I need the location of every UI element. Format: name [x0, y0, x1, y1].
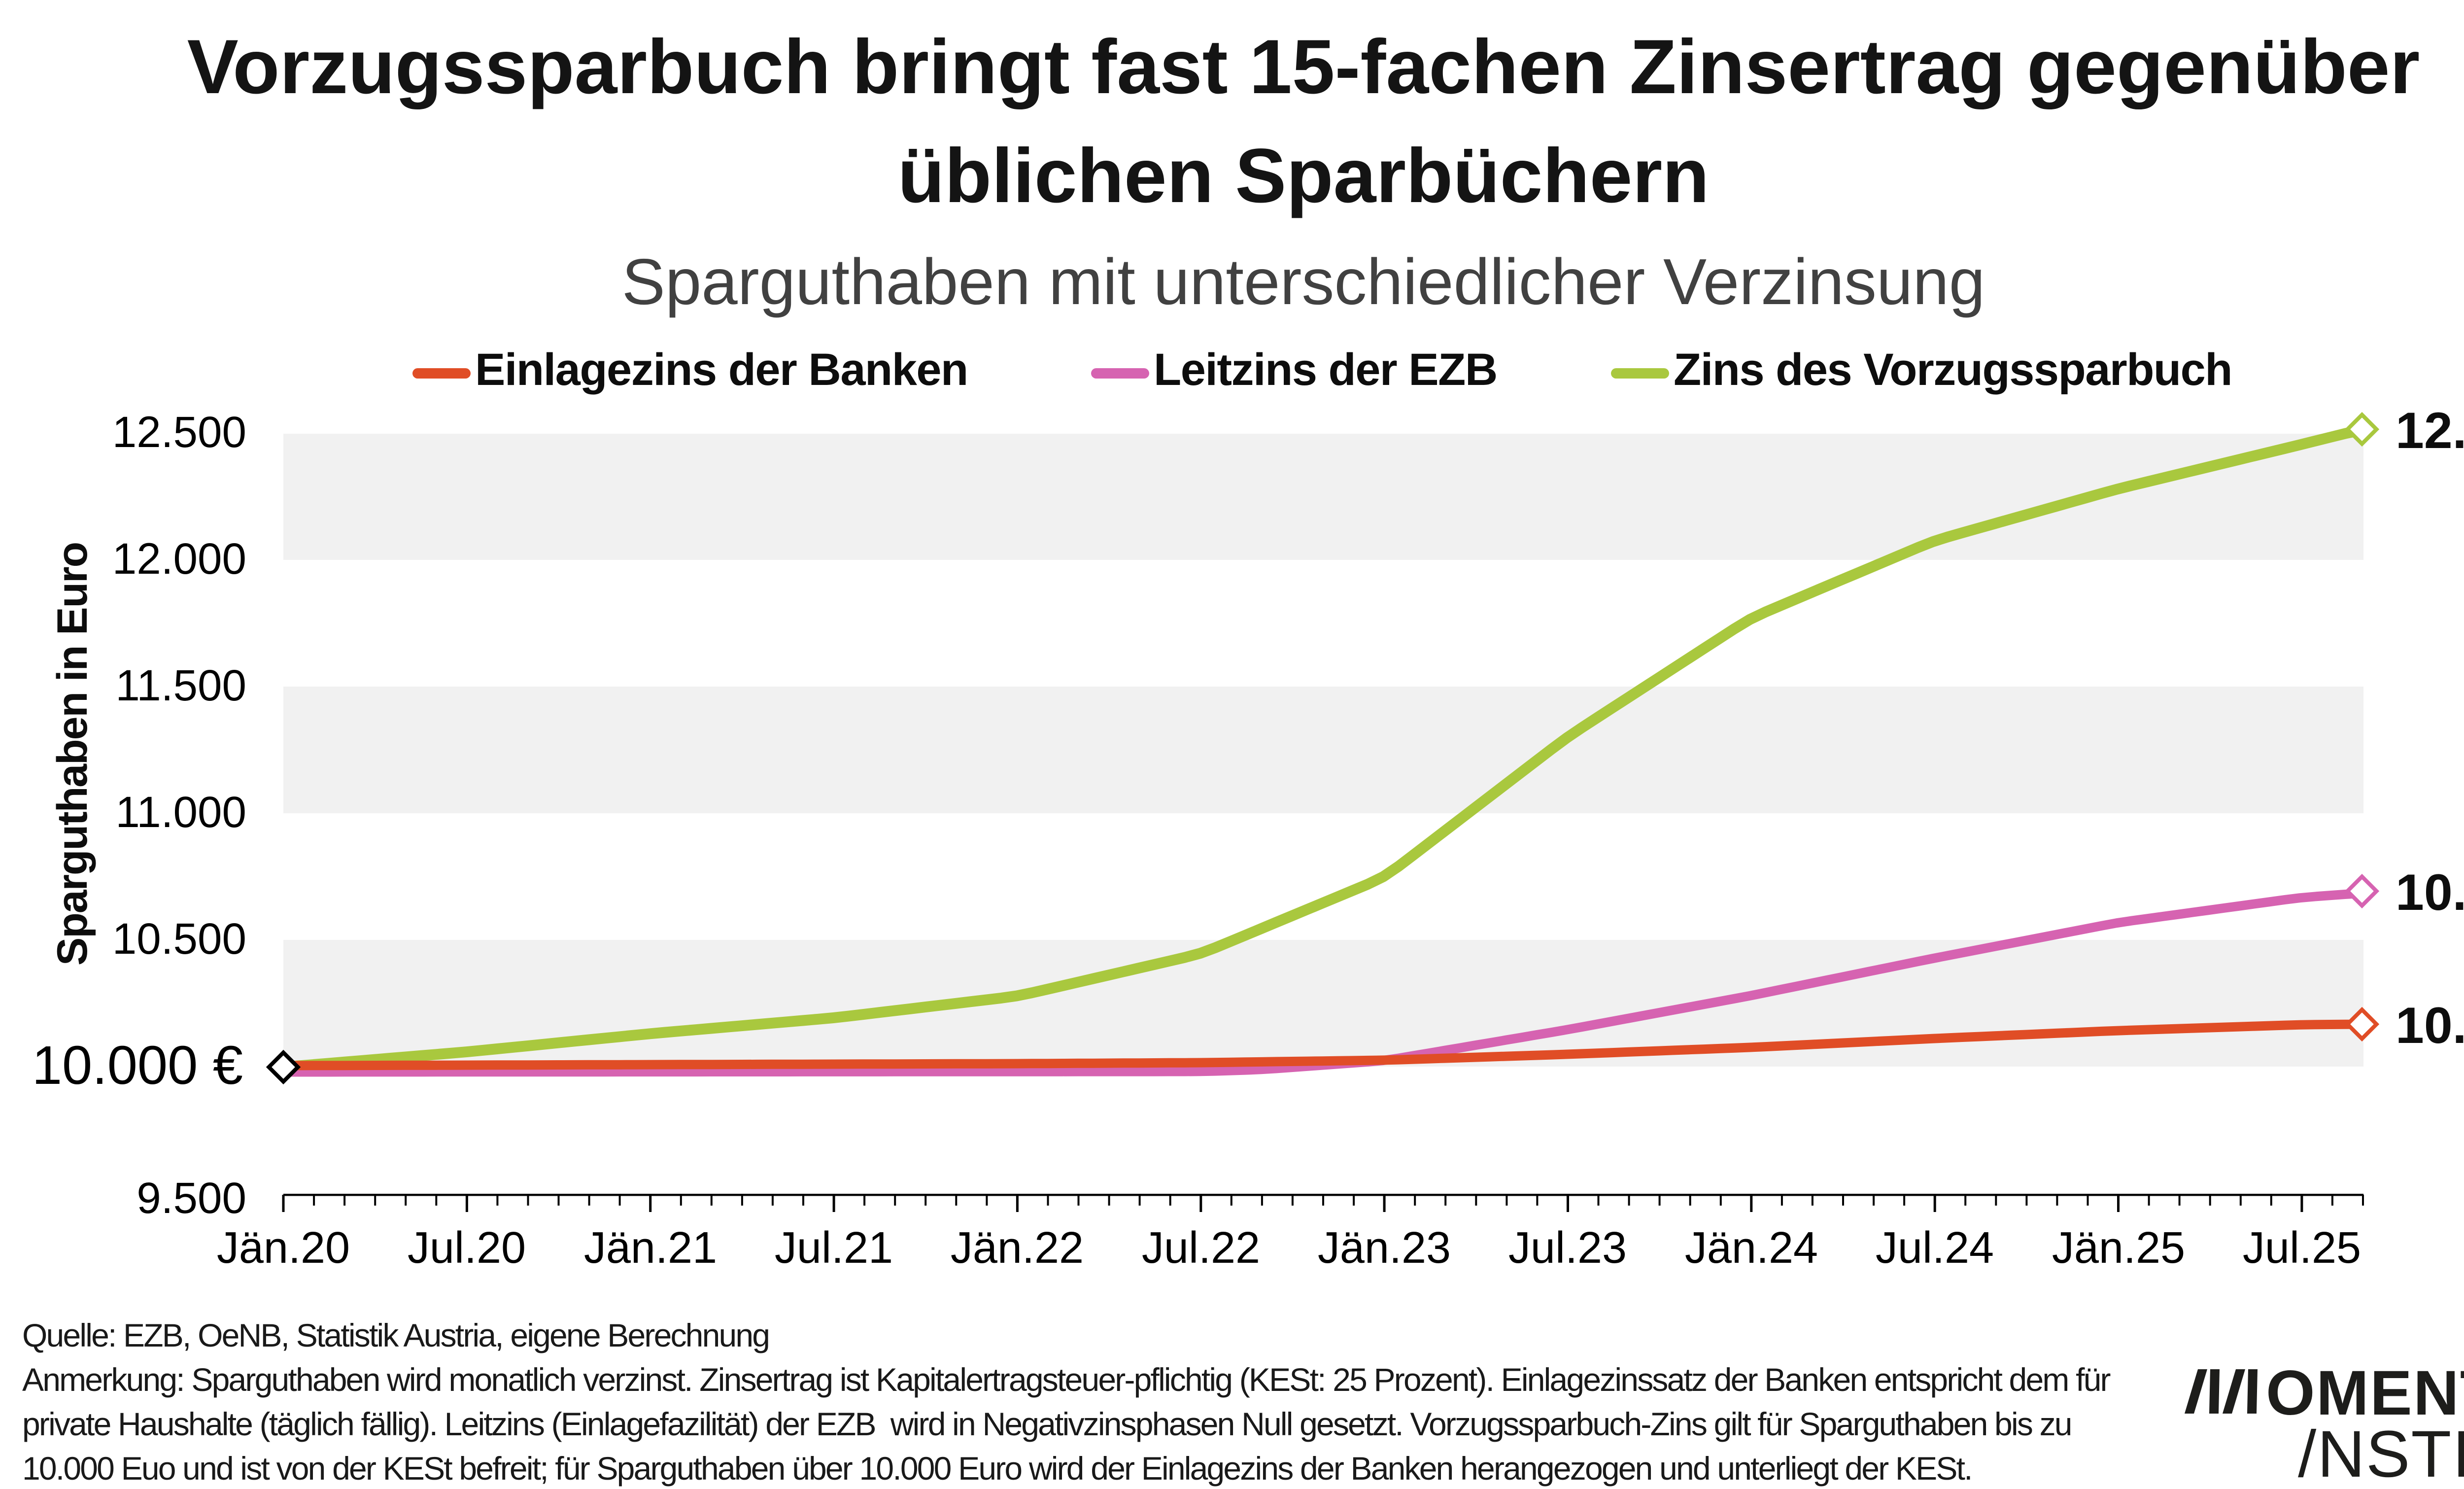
svg-text:OMENTUM: OMENTUM — [2266, 1363, 2464, 1428]
svg-text:/NSTITUT: /NSTITUT — [2298, 1418, 2464, 1486]
